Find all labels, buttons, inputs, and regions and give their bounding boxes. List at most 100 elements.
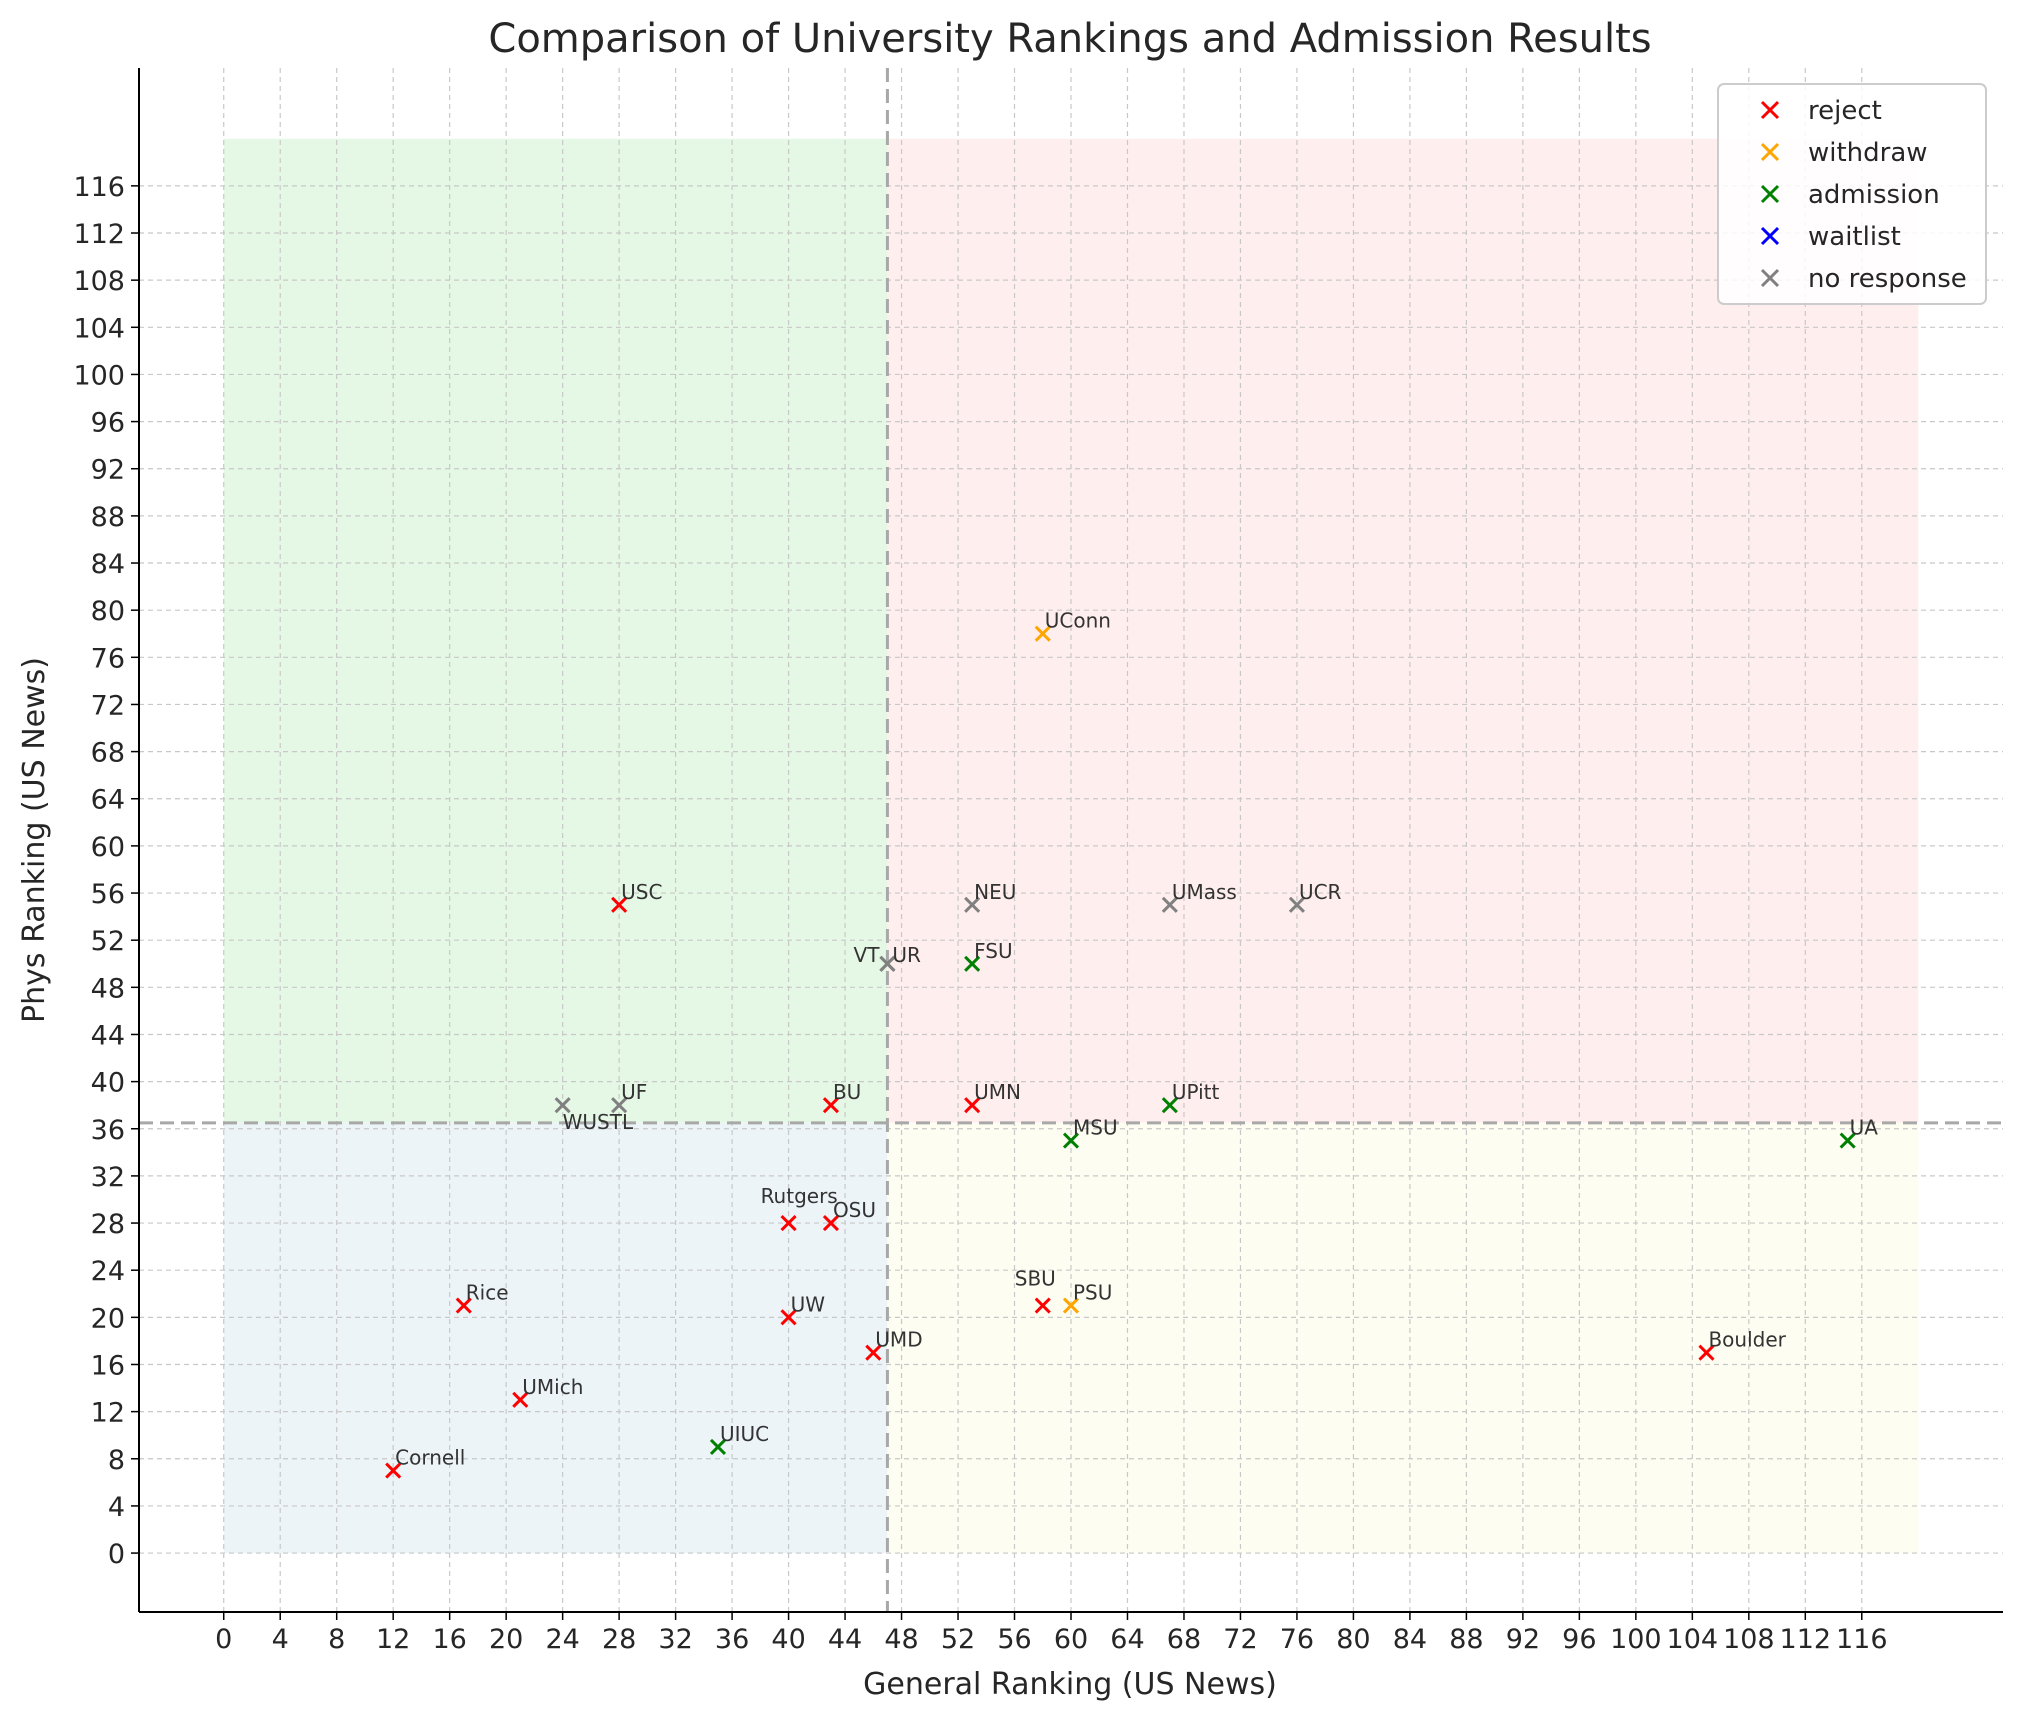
y-tick-label: 0 — [108, 1539, 125, 1570]
point-uw — [780, 1309, 797, 1326]
point-rutgers — [780, 1214, 797, 1232]
point-marker-stroke — [1161, 1097, 1178, 1114]
point-label: Boulder — [1708, 1328, 1786, 1352]
point-neu — [964, 896, 981, 913]
point-marker-stroke — [1062, 1132, 1080, 1149]
point-usc — [611, 896, 628, 913]
x-tick-label: 8 — [328, 1624, 345, 1655]
point-label: UMass — [1172, 880, 1237, 904]
legend-marker-stroke — [1760, 268, 1780, 288]
x-tick-label: 92 — [1506, 1624, 1540, 1655]
y-tick-label: 76 — [91, 643, 125, 674]
point-label: UPitt — [1172, 1080, 1220, 1104]
y-tick-label: 24 — [91, 1256, 125, 1287]
point-label: UW — [791, 1292, 826, 1316]
y-axis-label: Phys Ranking (US News) — [17, 657, 52, 1023]
point-wustl — [554, 1097, 571, 1114]
legend-label: waitlist — [1808, 222, 1901, 252]
point-label: Cornell — [395, 1446, 465, 1470]
region-3 — [887, 1122, 1919, 1554]
point-label: UCR — [1299, 880, 1342, 904]
point-uf — [611, 1097, 628, 1114]
legend-marker-stroke — [1760, 142, 1780, 162]
y-tick-label: 4 — [108, 1492, 125, 1523]
point-fsu — [964, 955, 981, 972]
x-tick-label: 32 — [658, 1624, 692, 1655]
legend-box — [1717, 83, 1987, 305]
point-ucr — [1288, 896, 1306, 913]
x-tick-label: 80 — [1336, 1624, 1370, 1655]
point-marker-stroke — [1839, 1132, 1856, 1149]
point-boulder — [1698, 1344, 1715, 1361]
legend-marker-stroke — [1760, 226, 1780, 246]
legend-label: admission — [1808, 180, 1940, 210]
point-label: WUSTL — [563, 1110, 634, 1134]
legend-item-waitlist: waitlist — [1760, 222, 1901, 252]
data-points — [385, 625, 1856, 1479]
point-label: PSU — [1073, 1281, 1112, 1305]
point-osu — [822, 1214, 840, 1232]
y-tick-label: 116 — [73, 172, 125, 203]
region-2 — [223, 1122, 888, 1554]
shaded-regions — [223, 138, 1919, 1554]
point-marker-stroke — [822, 1097, 840, 1114]
point-psu — [1062, 1297, 1080, 1314]
x-tick-label: 48 — [884, 1624, 918, 1655]
legend-label: withdraw — [1808, 138, 1928, 168]
y-ticks: 0481216202428323640444852566064687276808… — [73, 172, 139, 1570]
point-marker-stroke — [822, 1214, 840, 1232]
point-label: UMD — [875, 1328, 922, 1352]
legend-item-admission: admission — [1760, 180, 1940, 210]
x-ticks: 0 4 8 12 16 20 24 28 32 36 40 44 48 52 56 60 64 68 72 76 80 8… — [215, 1612, 1888, 1655]
point-marker-stroke — [1288, 896, 1306, 913]
point-ua — [1839, 1132, 1856, 1149]
y-tick-label: 64 — [91, 785, 125, 816]
x-tick-label: 16 — [432, 1624, 466, 1655]
y-tick-label: 32 — [91, 1162, 125, 1193]
x-tick-label: 64 — [1110, 1624, 1144, 1655]
legend: reject withdraw admission waitlist no respon… — [1717, 83, 1987, 305]
y-tick-label: 96 — [91, 408, 125, 439]
x-tick-label: 12 — [376, 1624, 410, 1655]
point-label: MSU — [1073, 1116, 1118, 1140]
y-tick-label: 60 — [91, 832, 125, 863]
x-tick-label: 96 — [1562, 1624, 1596, 1655]
point-label: OSU — [833, 1198, 876, 1222]
x-tick-label: 60 — [1054, 1624, 1088, 1655]
x-tick-label: 20 — [489, 1624, 523, 1655]
y-tick-label: 84 — [91, 549, 125, 580]
x-tick-label: 36 — [715, 1624, 749, 1655]
point-umass — [1161, 896, 1178, 913]
x-tick-label: 24 — [545, 1624, 579, 1655]
x-tick-label: 68 — [1167, 1624, 1201, 1655]
point-label: USC — [621, 880, 662, 904]
y-tick-label: 68 — [91, 738, 125, 769]
y-tick-label: 8 — [108, 1445, 125, 1476]
point-label: UMich — [522, 1375, 583, 1399]
x-tick-label: 28 — [602, 1624, 636, 1655]
y-tick-label: 72 — [91, 690, 125, 721]
y-tick-label: 44 — [91, 1020, 125, 1051]
point-label: UA — [1850, 1116, 1879, 1140]
point-cornell — [385, 1462, 402, 1479]
x-tick-label: 40 — [771, 1624, 805, 1655]
x-tick-label: 52 — [941, 1624, 975, 1655]
point-marker-stroke — [1698, 1344, 1715, 1361]
point-marker-stroke — [554, 1097, 571, 1114]
point-rice — [455, 1297, 472, 1314]
point-umich — [512, 1391, 529, 1408]
legend-label: no response — [1808, 264, 1967, 294]
chart-title: Comparison of University Rankings and Ad… — [488, 16, 1651, 62]
legend-item-reject: reject — [1760, 96, 1882, 126]
y-tick-label: 20 — [91, 1303, 125, 1334]
point-label: UF — [621, 1080, 647, 1104]
x-tick-label: 44 — [828, 1624, 862, 1655]
y-tick-label: 36 — [91, 1115, 125, 1146]
point-marker-stroke — [611, 1097, 628, 1114]
point-umd — [865, 1344, 882, 1361]
y-tick-label: 104 — [73, 313, 125, 344]
legend-label: reject — [1808, 96, 1882, 126]
y-tick-label: 112 — [73, 219, 125, 250]
point-label: VT — [854, 943, 881, 967]
